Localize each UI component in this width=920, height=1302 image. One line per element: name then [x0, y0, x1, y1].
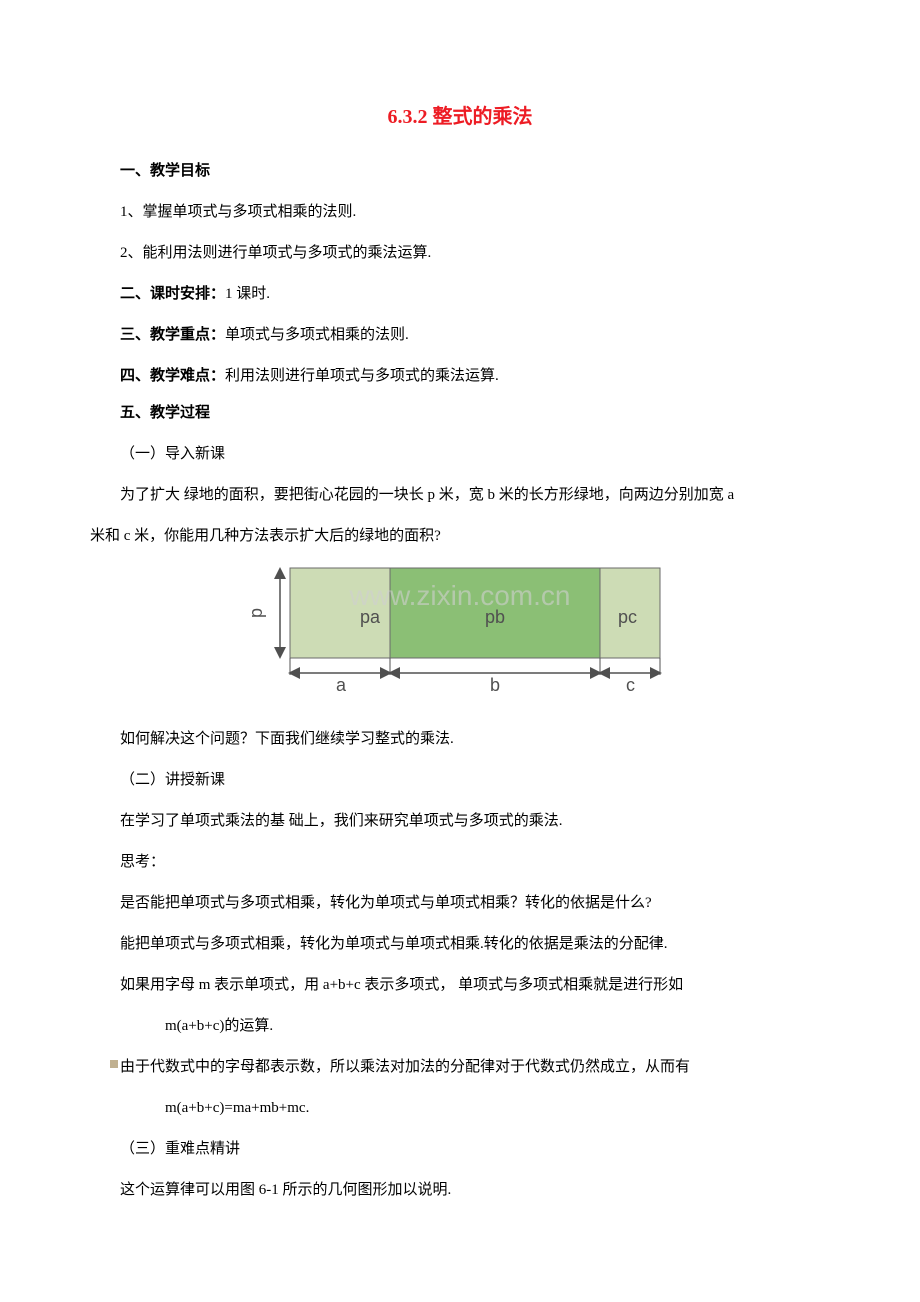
- s5-para1b: 米和 c 米，你能用几种方法表示扩大后的绿地的面积?: [90, 520, 830, 553]
- label-p: p: [250, 608, 266, 618]
- s1-item2: 2、能利用法则进行单项式与多项式的乘法运算.: [90, 237, 830, 270]
- s5-formula1: m(a+b+c)的运算.: [90, 1010, 830, 1043]
- label-a: a: [336, 675, 347, 695]
- s5-para8: 由于代数式中的字母都表示数，所以乘法对加法的分配律对于代数式仍然成立，从而有: [90, 1051, 830, 1084]
- label-pa: pa: [360, 607, 381, 627]
- s4-value: 利用法则进行单项式与多项式的乘法运算.: [225, 368, 499, 384]
- page-title: 6.3.2 整式的乘法: [90, 100, 830, 129]
- s5-para6: 能把单项式与多项式相乘，转化为单项式与单项式相乘.转化的依据是乘法的分配律.: [90, 928, 830, 961]
- label-pc: pc: [618, 607, 637, 627]
- section-5-heading: 五、教学过程: [90, 401, 830, 422]
- s4-label: 四、教学难点：: [120, 368, 225, 384]
- s5-para1a: 为了扩大 绿地的面积，要把街心花园的一块长 p 米，宽 b 米的长方形绿地，向两…: [90, 479, 830, 512]
- s3-label: 三、教学重点：: [120, 327, 225, 343]
- area-diagram: pa pb pc p a b c: [250, 563, 670, 703]
- s5-para9: 这个运算律可以用图 6-1 所示的几何图形加以说明.: [90, 1174, 830, 1207]
- s5-sub3: （三）重难点精讲: [90, 1133, 830, 1166]
- s5-para4: 思考：: [90, 846, 830, 879]
- section-3: 三、教学重点：单项式与多项式相乘的法则.: [90, 319, 830, 352]
- s5-para3: 在学习了单项式乘法的基 础上，我们来研究单项式与多项式的乘法.: [90, 805, 830, 838]
- section-2: 二、课时安排：1 课时.: [90, 278, 830, 311]
- label-b: b: [490, 675, 500, 695]
- s5-para5: 是否能把单项式与多项式相乘，转化为单项式与单项式相乘？转化的依据是什么?: [90, 887, 830, 920]
- s5-sub1: （一）导入新课: [90, 438, 830, 471]
- s1-item1: 1、掌握单项式与多项式相乘的法则.: [90, 196, 830, 229]
- s5-para2: 如何解决这个问题？下面我们继续学习整式的乘法.: [90, 723, 830, 756]
- section-1-heading: 一、教学目标: [90, 159, 830, 180]
- label-pb: pb: [485, 607, 505, 627]
- label-c: c: [626, 675, 635, 695]
- diagram-svg: pa pb pc p a b c: [250, 563, 670, 703]
- s2-label: 二、课时安排：: [120, 286, 225, 302]
- s3-value: 单项式与多项式相乘的法则.: [225, 327, 409, 343]
- s5-formula2: m(a+b+c)=ma+mb+mc.: [90, 1092, 830, 1125]
- s2-value: 1 课时.: [225, 286, 270, 302]
- section-4: 四、教学难点：利用法则进行单项式与多项式的乘法运算.: [90, 360, 830, 393]
- s5-sub2: （二）讲授新课: [90, 764, 830, 797]
- s5-para7: 如果用字母 m 表示单项式，用 a+b+c 表示多项式， 单项式与多项式相乘就是…: [90, 969, 830, 1002]
- small-mark-icon: [110, 1060, 118, 1068]
